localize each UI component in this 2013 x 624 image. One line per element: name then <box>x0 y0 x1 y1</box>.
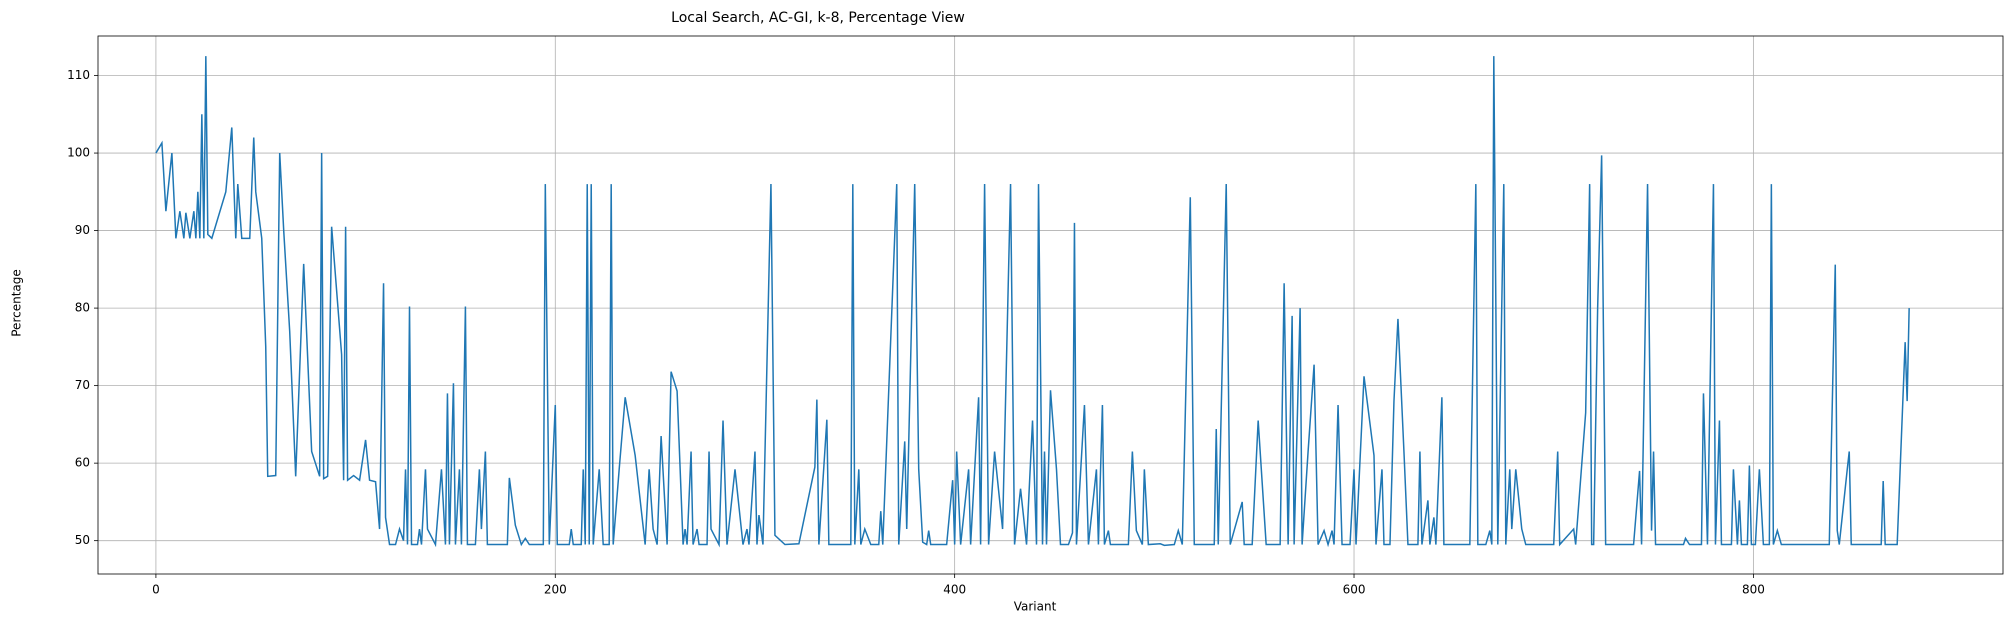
x-tick-label: 400 <box>943 583 966 597</box>
y-tick-label: 70 <box>75 378 90 392</box>
y-tick-label: 90 <box>75 223 90 237</box>
x-tick-label: 800 <box>1742 583 1765 597</box>
y-tick-label: 80 <box>75 301 90 315</box>
x-tick-label: 0 <box>152 583 160 597</box>
y-tick-label: 60 <box>75 456 90 470</box>
x-tick-label: 200 <box>544 583 567 597</box>
y-axis-label: Percentage <box>10 269 24 337</box>
y-tick-label: 110 <box>67 68 90 82</box>
chart-title: Local Search, AC-GI, k-8, Percentage Vie… <box>671 10 965 26</box>
y-tick-label: 100 <box>67 146 90 160</box>
data-line <box>155 56 1910 548</box>
x-axis-label: Variant <box>1014 600 1057 614</box>
y-tick-label: 50 <box>75 533 90 547</box>
plot-frame <box>97 35 2004 575</box>
x-tick-label: 600 <box>1343 583 1366 597</box>
